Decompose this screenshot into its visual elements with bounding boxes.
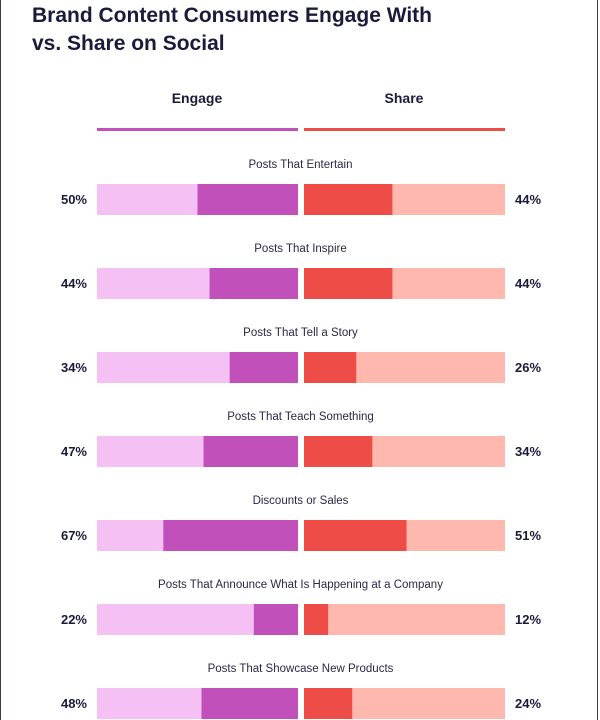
share-value-label: 34% — [515, 444, 541, 459]
engage-bar — [253, 604, 298, 635]
engage-bar — [203, 436, 298, 467]
engage-value-label: 47% — [61, 444, 87, 459]
share-bar — [304, 688, 353, 719]
share-value-label: 44% — [515, 276, 541, 291]
share-bar — [304, 604, 329, 635]
category-label: Posts That Showcase New Products — [208, 663, 394, 675]
chart-title-line2: vs. Share on Social — [32, 32, 225, 55]
engage-bar — [229, 352, 298, 383]
share-bar — [304, 436, 373, 467]
share-header: Share — [384, 90, 424, 106]
engage-header-rule — [97, 128, 298, 131]
share-bar-track — [304, 604, 505, 635]
share-value-label: 51% — [515, 528, 541, 543]
engage-value-label: 48% — [61, 696, 87, 711]
engage-value-label: 50% — [61, 192, 87, 207]
engage-bar — [201, 688, 298, 719]
chart-title: Brand Content Consumers Engage With vs. … — [32, 2, 432, 58]
share-bar — [304, 268, 393, 299]
category-label: Discounts or Sales — [253, 495, 349, 507]
share-value-label: 12% — [515, 612, 541, 627]
category-label: Posts That Inspire — [254, 243, 346, 255]
engage-value-label: 34% — [61, 360, 87, 375]
engage-bar — [197, 184, 298, 215]
share-bar — [304, 184, 393, 215]
engage-bar — [163, 520, 298, 551]
share-bar — [304, 352, 357, 383]
engage-value-label: 44% — [61, 276, 87, 291]
category-label: Posts That Entertain — [249, 159, 353, 171]
category-label: Posts That Tell a Story — [243, 327, 358, 339]
share-value-label: 44% — [515, 192, 541, 207]
engage-bar — [209, 268, 298, 299]
category-label: Posts That Teach Something — [227, 411, 374, 423]
category-label: Posts That Announce What Is Happening at… — [158, 579, 443, 591]
chart-title-line1: Brand Content Consumers Engage With — [32, 4, 432, 27]
share-bar — [304, 520, 407, 551]
engage-value-label: 67% — [61, 528, 87, 543]
engage-value-label: 22% — [61, 612, 87, 627]
engage-header: Engage — [171, 90, 223, 106]
share-value-label: 24% — [515, 696, 541, 711]
share-value-label: 26% — [515, 360, 541, 375]
share-header-rule — [304, 128, 505, 131]
